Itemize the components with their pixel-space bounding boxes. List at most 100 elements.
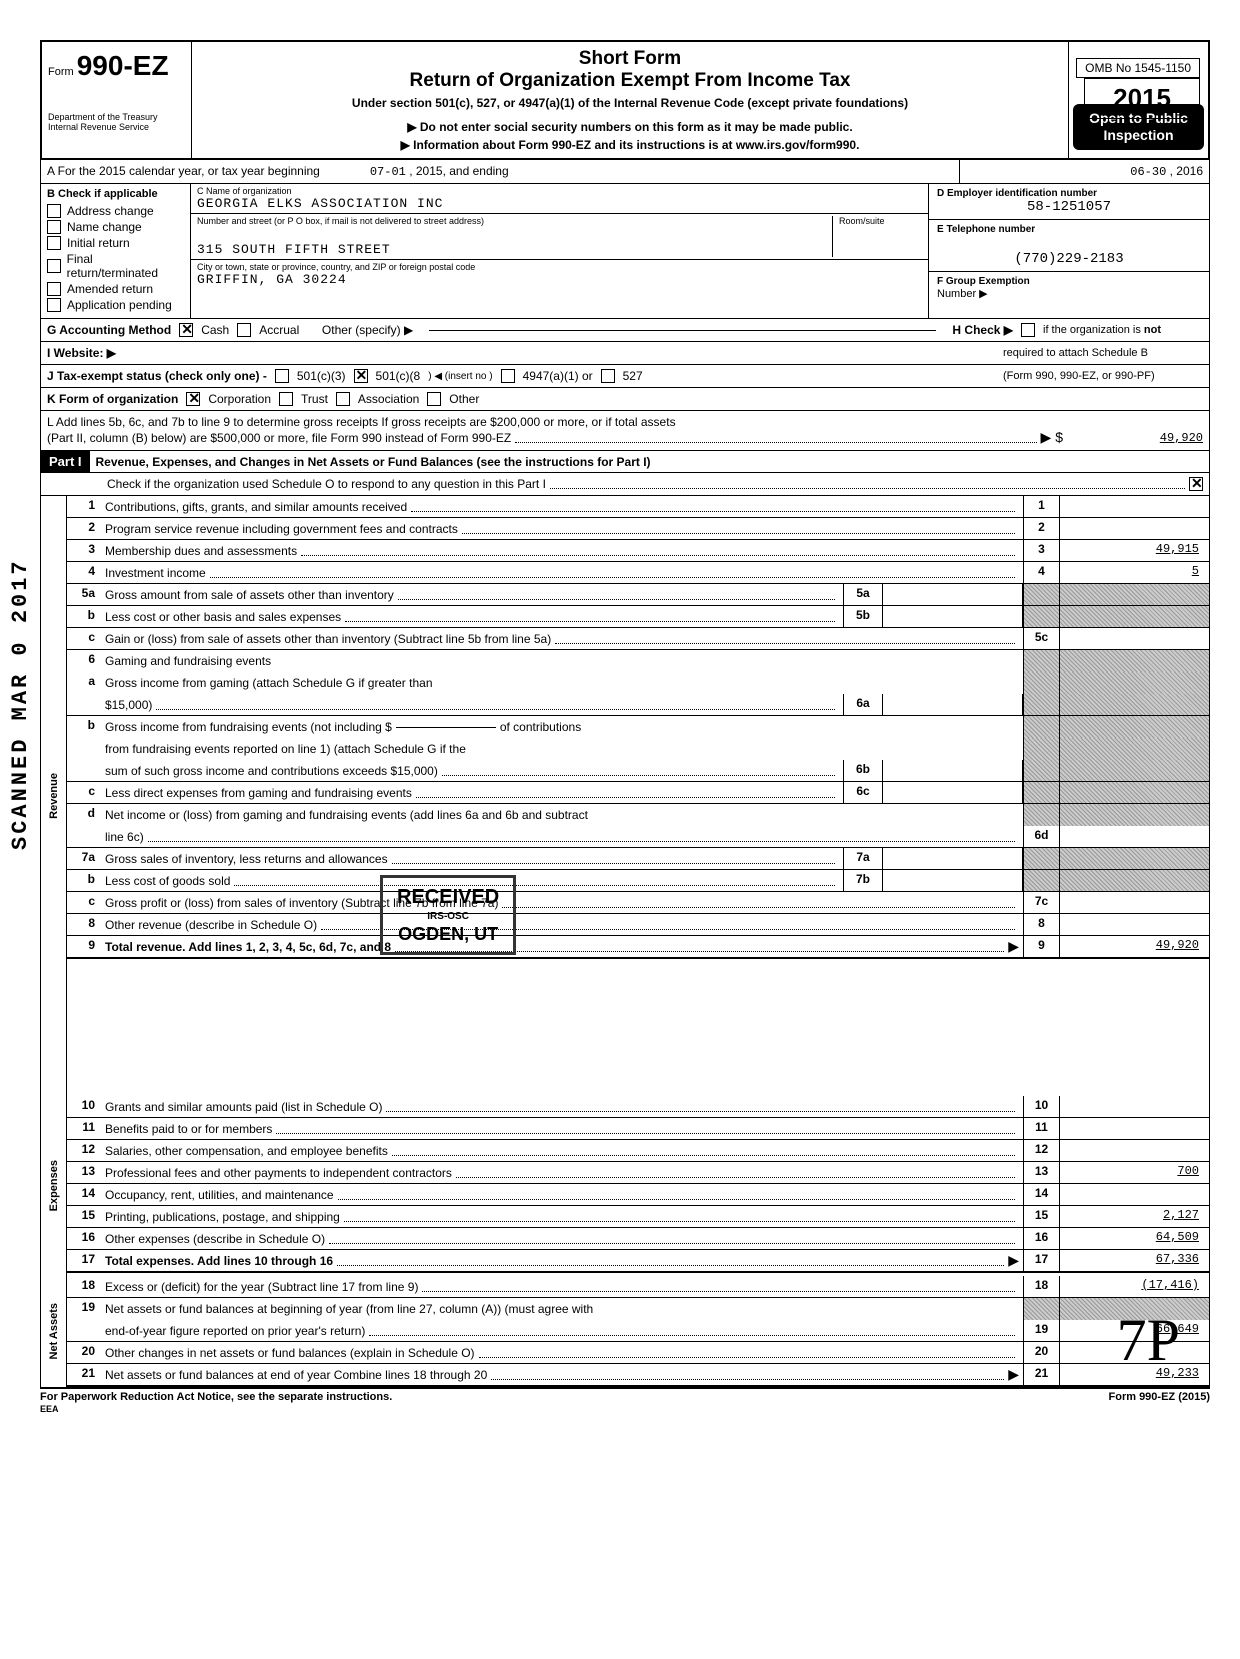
line18-rnum: 18	[1023, 1276, 1059, 1297]
line1-num: 1	[67, 496, 101, 517]
i-label: I Website: ▶	[47, 346, 116, 360]
checkbox-other-org[interactable]	[427, 392, 441, 406]
line3-desc: Membership dues and assessments	[105, 544, 297, 558]
checkbox-cash[interactable]	[179, 323, 193, 337]
label-address-change: Address change	[67, 204, 154, 218]
line9-arrow: ▶	[1008, 938, 1019, 955]
line7b-num: b	[67, 870, 101, 891]
line5a-num: 5a	[67, 584, 101, 605]
label-amended: Amended return	[67, 282, 153, 296]
line17-arrow: ▶	[1008, 1252, 1019, 1269]
scanned-stamp: SCANNED MAR 0 2017	[8, 558, 33, 850]
checkbox-4947[interactable]	[501, 369, 515, 383]
received-l2: IRS-OSC	[397, 910, 499, 923]
line10-rval	[1059, 1096, 1209, 1117]
checkbox-assoc[interactable]	[336, 392, 350, 406]
line21-num: 21	[67, 1364, 101, 1385]
line21-rnum: 21	[1023, 1364, 1059, 1385]
line7b-rnum	[1023, 870, 1059, 891]
label-501c8: 501(c)(8	[376, 369, 421, 383]
line6b-desc1: Gross income from fundraising events (no…	[105, 720, 392, 734]
line6d-desc2: line 6c)	[105, 830, 144, 844]
line19-rnum: 19	[1023, 1320, 1059, 1341]
line14-desc: Occupancy, rent, utilities, and maintena…	[105, 1188, 334, 1202]
label-cash: Cash	[201, 323, 229, 337]
label-app-pending: Application pending	[67, 298, 172, 312]
section-revenue: Revenue	[41, 496, 67, 1096]
e-label: E Telephone number	[937, 224, 1201, 235]
l-text2: (Part II, column (B) below) are $500,000…	[47, 431, 511, 445]
org-city: GRIFFIN, GA 30224	[197, 272, 922, 287]
label-other-method: Other (specify) ▶	[322, 323, 413, 337]
line1-rnum: 1	[1023, 496, 1059, 517]
line13-rnum: 13	[1023, 1162, 1059, 1183]
footer-eea: EEA	[40, 1404, 59, 1414]
line12-rval	[1059, 1140, 1209, 1161]
checkbox-corp[interactable]	[186, 392, 200, 406]
subtitle-section: Under section 501(c), 527, or 4947(a)(1)…	[204, 96, 1056, 110]
phone-value: (770)229-2183	[937, 251, 1201, 267]
label-other-org: Other	[449, 392, 479, 406]
checkbox-501c3[interactable]	[275, 369, 289, 383]
line5b-num: b	[67, 606, 101, 627]
checkbox-initial-return[interactable]	[47, 236, 61, 250]
line12-desc: Salaries, other compensation, and employ…	[105, 1144, 388, 1158]
line3-rval: 49,915	[1059, 540, 1209, 561]
checkbox-trust[interactable]	[279, 392, 293, 406]
form-page: OMB No 1545-1150 2015 Form 990-EZ Depart…	[0, 0, 1240, 1445]
col-d-ein: D Employer identification number 58-1251…	[929, 184, 1209, 318]
line13-desc: Professional fees and other payments to …	[105, 1166, 452, 1180]
checkbox-h[interactable]	[1021, 323, 1035, 337]
line6d-desc1: Net income or (loss) from gaming and fun…	[105, 808, 588, 822]
line9-num: 9	[67, 936, 101, 957]
line7c-num: c	[67, 892, 101, 913]
vtext-netassets: Net Assets	[48, 1299, 60, 1363]
line6d-rnum-s	[1023, 804, 1059, 826]
checkbox-amended[interactable]	[47, 282, 61, 296]
line6a-rval-s	[1059, 672, 1209, 694]
checkbox-final-return[interactable]	[47, 259, 61, 273]
line7b-desc: Less cost of goods sold	[105, 874, 230, 888]
line1-rval	[1059, 496, 1209, 517]
f-label: F Group Exemption	[937, 276, 1201, 287]
checkbox-501c8[interactable]	[354, 369, 368, 383]
line17-num: 17	[67, 1250, 101, 1271]
org-name: GEORGIA ELKS ASSOCIATION INC	[197, 196, 922, 211]
line5c-num: c	[67, 628, 101, 649]
checkbox-app-pending[interactable]	[47, 298, 61, 312]
title-short-form: Short Form	[204, 48, 1056, 70]
form-header: Form 990-EZ Department of the Treasury I…	[40, 40, 1210, 160]
line5a-rnum	[1023, 584, 1059, 605]
line5a-mval	[883, 584, 1023, 605]
d-label: D Employer identification number	[937, 188, 1201, 199]
line6c-mval	[883, 782, 1023, 803]
h-text-2: required to attach Schedule B	[1003, 347, 1203, 359]
schedule-o-text: Check if the organization used Schedule …	[47, 477, 546, 491]
subtitle-info: ▶ Information about Form 990-EZ and its …	[204, 138, 1056, 152]
line6d-rnum: 6d	[1023, 826, 1059, 847]
part1-label: Part I	[41, 451, 90, 472]
checkbox-address-change[interactable]	[47, 204, 61, 218]
line-i: I Website: ▶ required to attach Schedule…	[40, 342, 1210, 365]
line6-rnum	[1023, 650, 1059, 672]
j-label: J Tax-exempt status (check only one) -	[47, 369, 267, 383]
line6-rval	[1059, 650, 1209, 672]
line-k: K Form of organization Corporation Trust…	[40, 388, 1210, 411]
line5c-desc: Gain or (loss) from sale of assets other…	[105, 632, 551, 646]
line20-num: 20	[67, 1342, 101, 1363]
tax-year: 2015	[1084, 78, 1200, 119]
line19-desc1: Net assets or fund balances at beginning…	[105, 1302, 593, 1316]
g-label: G Accounting Method	[47, 323, 171, 337]
label-4947: 4947(a)(1) or	[523, 369, 593, 383]
line6b-rnum	[1023, 760, 1059, 781]
checkbox-name-change[interactable]	[47, 220, 61, 234]
checkbox-schedule-o[interactable]	[1189, 477, 1203, 491]
line6b-rnum-s2	[1023, 738, 1059, 760]
line-g-h: G Accounting Method Cash Accrual Other (…	[40, 319, 1210, 342]
line11-rval	[1059, 1118, 1209, 1139]
line6a-num2	[67, 694, 101, 715]
schedule-o-row: Check if the organization used Schedule …	[40, 473, 1210, 496]
line-a-pre: A For the 2015 calendar year, or tax yea…	[47, 164, 320, 178]
checkbox-527[interactable]	[601, 369, 615, 383]
checkbox-accrual[interactable]	[237, 323, 251, 337]
